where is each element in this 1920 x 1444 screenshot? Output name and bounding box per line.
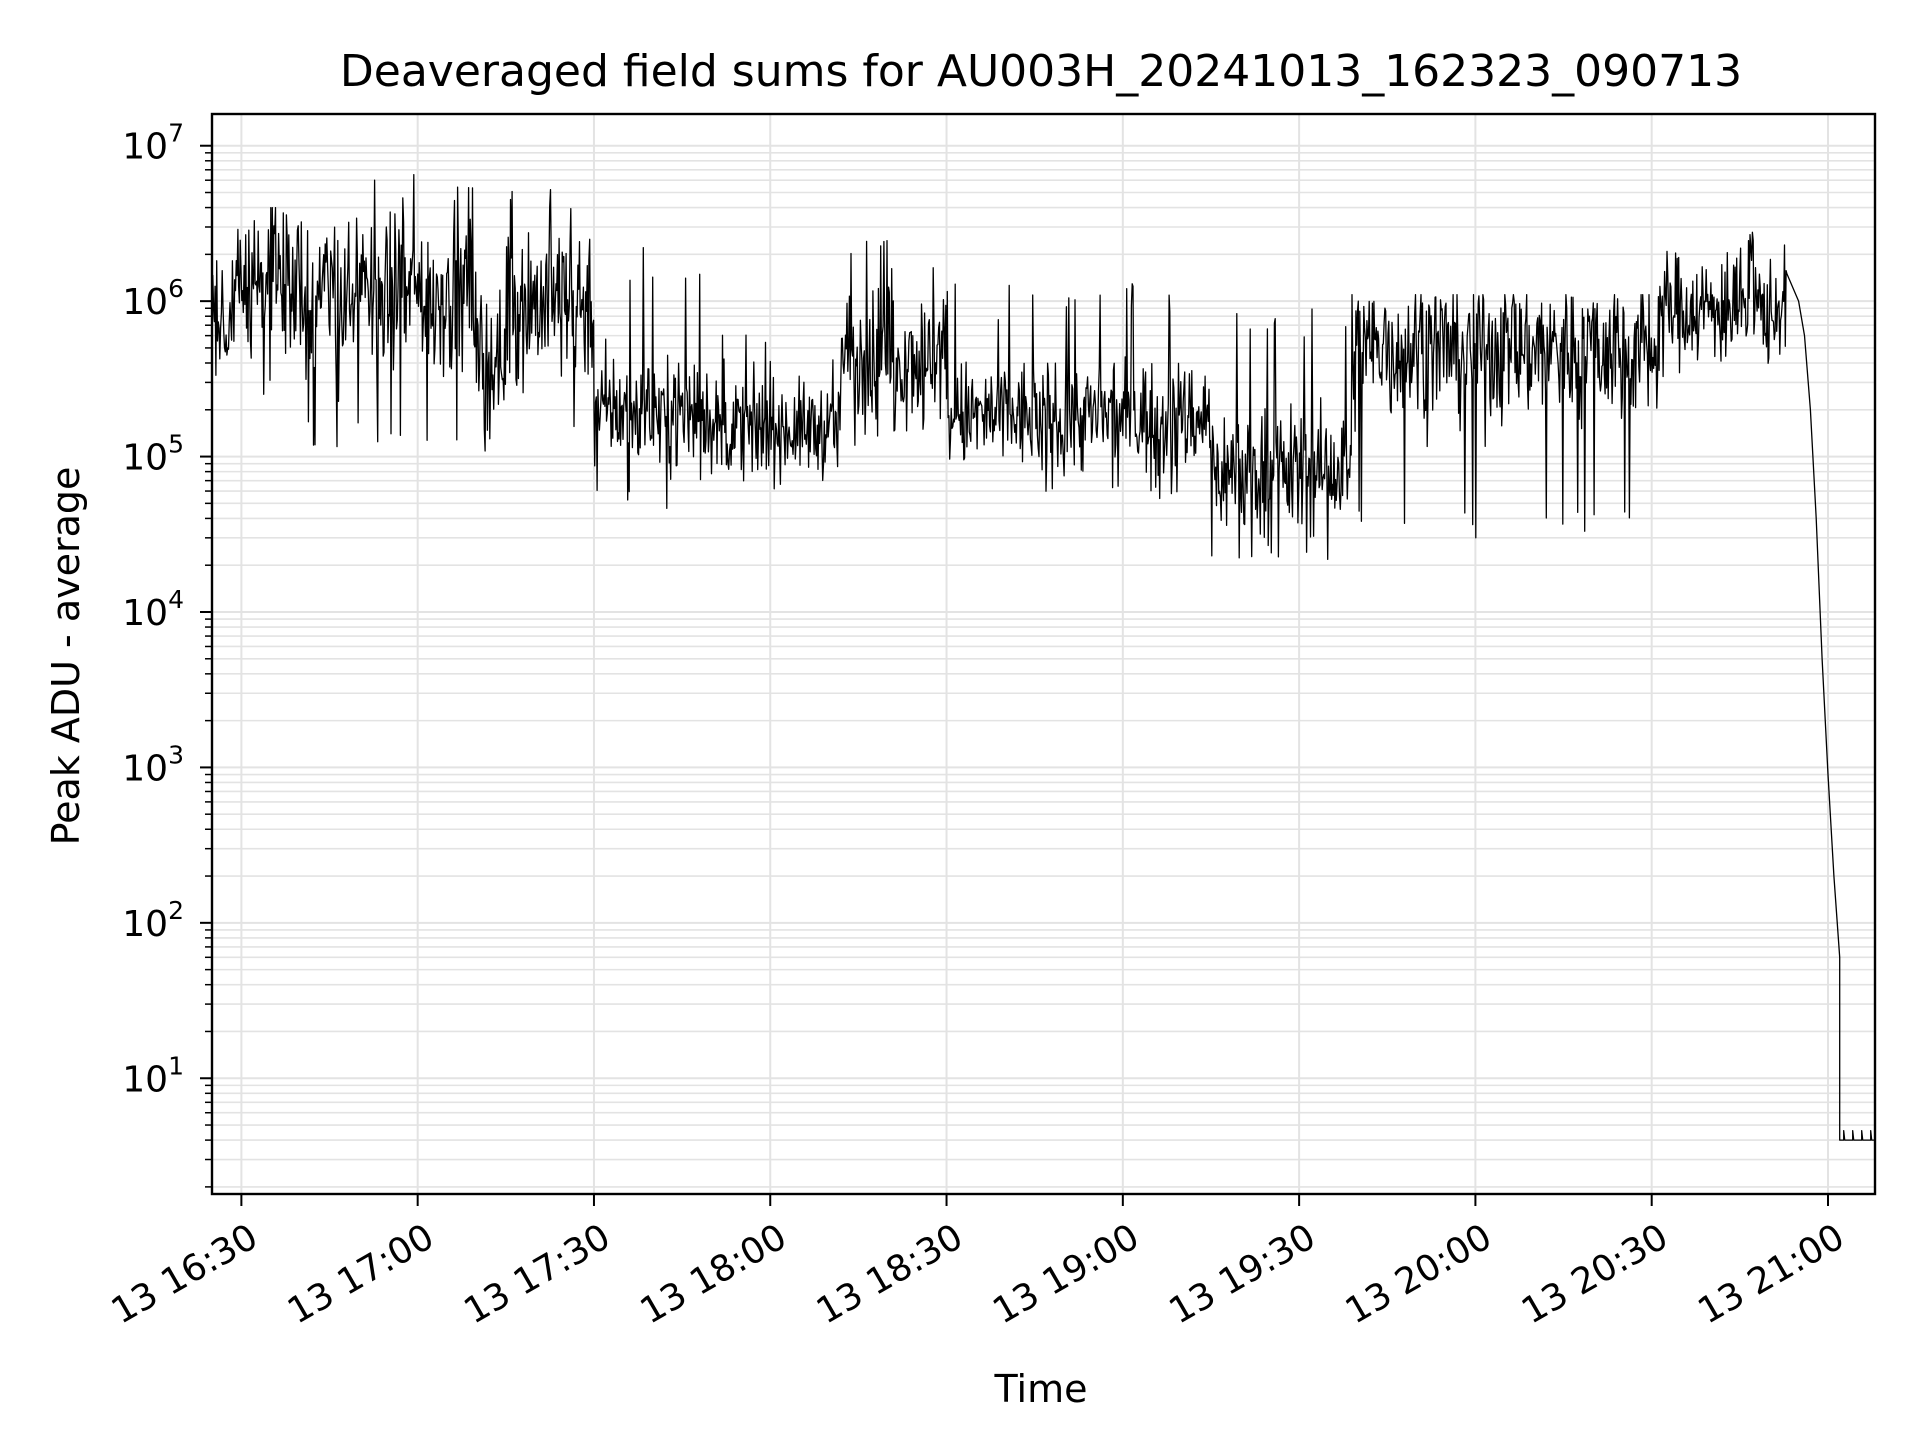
y-tick-base: 10: [122, 748, 168, 789]
y-tick-label: 106: [122, 274, 184, 323]
y-axis-label: Peak ADU - average: [44, 467, 88, 846]
grid-lines: [212, 114, 1875, 1194]
y-tick-base: 10: [122, 593, 168, 634]
y-tick-label: 103: [122, 740, 184, 789]
y-tick-base: 10: [122, 438, 168, 479]
data-series: [212, 173, 1875, 1141]
series-line: [212, 173, 1875, 1141]
y-tick-base: 10: [122, 127, 168, 168]
axis-ticks: [200, 144, 1829, 1206]
y-tick-exponent: 3: [168, 740, 184, 769]
y-tick-label: 102: [122, 896, 184, 945]
plot-frame: [210, 112, 1877, 1196]
y-tick-exponent: 5: [168, 430, 184, 459]
y-tick-label: 107: [122, 119, 184, 168]
y-tick-exponent: 7: [168, 119, 184, 148]
y-tick-exponent: 2: [168, 896, 184, 925]
y-tick-label: 104: [122, 585, 184, 634]
y-tick-label: 105: [122, 430, 184, 479]
y-tick-exponent: 1: [168, 1051, 184, 1080]
x-axis-label: Time: [994, 1367, 1088, 1411]
y-tick-exponent: 4: [168, 585, 184, 614]
y-tick-base: 10: [122, 904, 168, 945]
y-tick-exponent: 6: [168, 274, 184, 303]
y-tick-base: 10: [122, 1059, 168, 1100]
chart-title: Deaveraged field sums for AU003H_2024101…: [340, 46, 1742, 97]
y-tick-base: 10: [122, 282, 168, 323]
y-tick-label: 101: [122, 1051, 184, 1100]
